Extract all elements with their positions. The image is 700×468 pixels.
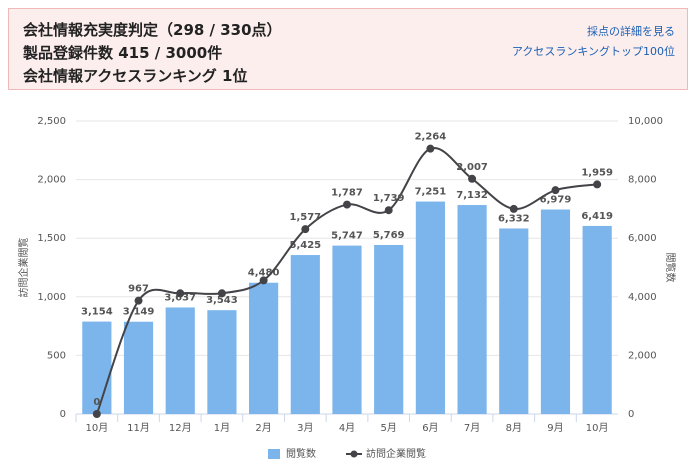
line-point (551, 186, 560, 195)
y-tick-label: 2,000 (37, 175, 66, 186)
bar (82, 321, 112, 414)
bar-label: 6,419 (581, 211, 613, 222)
y-tick-label: 2,500 (37, 116, 66, 127)
x-tick-label: 1月 (214, 422, 230, 434)
header-line: 製品登録件数 415 / 3000件 (23, 44, 223, 62)
bar-label: 3,637 (164, 292, 196, 303)
bar (457, 205, 487, 414)
header-panel: 会社情報充実度判定（298 / 330点） 製品登録件数 415 / 3000件… (8, 8, 688, 90)
y-tick-label: 1,500 (37, 233, 66, 244)
legend-label: 訪問企業閲覧 (366, 447, 426, 460)
line-point (134, 296, 143, 305)
bar-label: 7,251 (415, 187, 447, 198)
bar-label: 6,332 (498, 213, 530, 224)
bar-label: 5,747 (331, 231, 363, 242)
y-tick-label: 1,000 (37, 292, 66, 303)
y2-tick-label: 2,000 (628, 350, 657, 361)
y2-axis-title: 閲覧数 (664, 253, 677, 283)
x-tick-label: 9月 (547, 422, 563, 434)
bar (207, 310, 237, 414)
y-tick-label: 0 (60, 409, 66, 420)
line-point (593, 180, 602, 189)
y2-tick-label: 6,000 (628, 233, 657, 244)
bar (165, 307, 195, 414)
legend-label: 閲覧数 (286, 447, 316, 460)
bar (540, 209, 571, 414)
line-point (468, 174, 477, 183)
line-point (426, 144, 435, 153)
bar-label: 3,543 (206, 295, 238, 306)
line-label: 967 (128, 284, 149, 295)
x-tick-label: 7月 (464, 422, 480, 434)
bar-label: 7,132 (456, 190, 488, 201)
y-tick-label: 500 (47, 350, 66, 361)
x-tick-label: 8月 (506, 422, 522, 434)
bar-label: 4,480 (248, 268, 280, 279)
line-label: 2,264 (415, 132, 447, 143)
line-label: 0 (93, 397, 100, 408)
line-point (176, 289, 185, 298)
bar-label: 5,425 (289, 240, 321, 251)
link[interactable]: 採点の詳細を見る (587, 25, 675, 38)
y2-tick-label: 8,000 (628, 175, 657, 186)
x-tick-label: 6月 (422, 422, 438, 434)
x-tick-label: 11月 (127, 422, 150, 434)
bar (374, 244, 404, 414)
bar-label: 3,154 (81, 307, 113, 318)
bar (582, 225, 612, 414)
y2-tick-label: 4,000 (628, 292, 657, 303)
line-label: 1,787 (331, 188, 363, 199)
x-tick-label: 2月 (255, 422, 271, 434)
x-tick-label: 3月 (297, 422, 313, 434)
y2-tick-label: 10,000 (628, 116, 663, 127)
bar (290, 255, 320, 414)
bar-label: 3,149 (123, 307, 155, 318)
bar (499, 228, 529, 414)
x-tick-label: 4月 (339, 422, 355, 434)
y-axis-title: 訪問企業閲覧 (17, 238, 30, 298)
bar-label: 5,769 (373, 230, 405, 241)
bar (415, 201, 445, 414)
chart: 0 500 1,000 1,500 2,000 2,500 0 2,000 4,000 6,000… (17, 116, 677, 460)
line-point (92, 410, 101, 418)
bar (249, 282, 279, 414)
line-point (384, 206, 393, 215)
line-point (301, 225, 310, 234)
line-label: 1,739 (373, 193, 405, 204)
line-point (259, 276, 268, 285)
line-label: 2,007 (456, 162, 488, 173)
y2-tick-label: 0 (628, 409, 634, 420)
x-tick-label: 5月 (381, 422, 397, 434)
legend-swatch (350, 450, 358, 458)
line-label: 1,577 (289, 212, 321, 223)
bar-label: 6,979 (540, 195, 572, 206)
x-tick-label: 10月 (586, 422, 609, 434)
line-label: 1,959 (581, 167, 613, 178)
link[interactable]: アクセスランキングトップ100位 (511, 45, 675, 58)
legend-swatch (268, 449, 280, 459)
header-line: 会社情報充実度判定（298 / 330点） (23, 21, 282, 39)
bar (123, 321, 154, 414)
line-point (217, 289, 226, 298)
x-tick-label: 10月 (85, 422, 108, 434)
line-point (509, 204, 518, 213)
line-point (343, 200, 351, 209)
header-line: 会社情報アクセスランキング 1位 (23, 67, 248, 85)
x-tick-label: 12月 (169, 422, 192, 434)
bar (332, 245, 362, 414)
